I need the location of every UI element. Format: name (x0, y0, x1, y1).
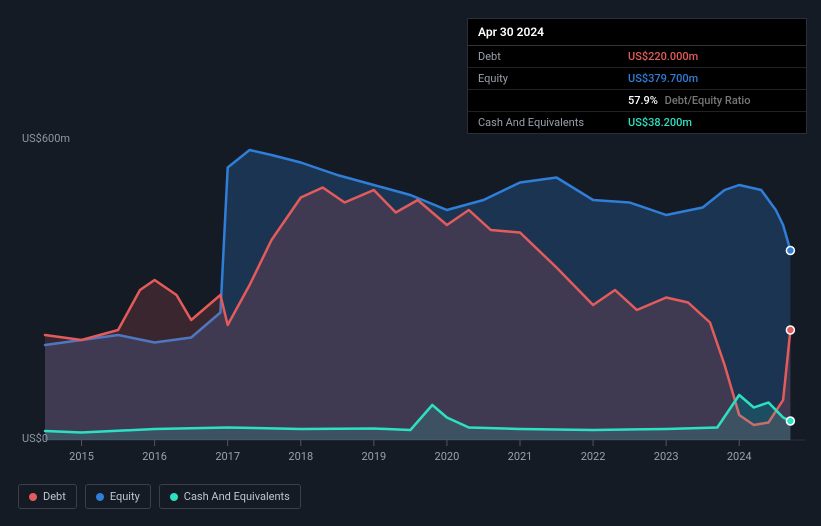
legend-label: Equity (110, 490, 140, 503)
x-axis-label: 2019 (361, 450, 386, 463)
chart-legend: Debt Equity Cash And Equivalents (18, 484, 301, 509)
x-axis-label: 2018 (288, 450, 313, 463)
legend-dot-icon (29, 493, 37, 501)
legend-item[interactable]: Equity (85, 484, 151, 509)
x-axis-label: 2024 (727, 450, 752, 463)
y-axis-label: US$0 (22, 432, 48, 445)
legend-dot-icon (170, 493, 178, 501)
financials-chart (0, 0, 805, 460)
x-axis-label: 2020 (435, 450, 460, 463)
legend-item[interactable]: Debt (18, 484, 77, 509)
x-axis-label: 2017 (215, 450, 240, 463)
x-axis-label: 2023 (654, 450, 679, 463)
legend-label: Cash And Equivalents (184, 490, 290, 503)
y-axis-label: US$600m (22, 132, 70, 145)
legend-label: Debt (43, 490, 66, 503)
x-axis-label: 2022 (581, 450, 606, 463)
x-axis-label: 2016 (142, 450, 167, 463)
legend-dot-icon (96, 493, 104, 501)
legend-item[interactable]: Cash And Equivalents (159, 484, 301, 509)
x-axis-label: 2015 (69, 450, 94, 463)
x-axis-label: 2021 (508, 450, 533, 463)
